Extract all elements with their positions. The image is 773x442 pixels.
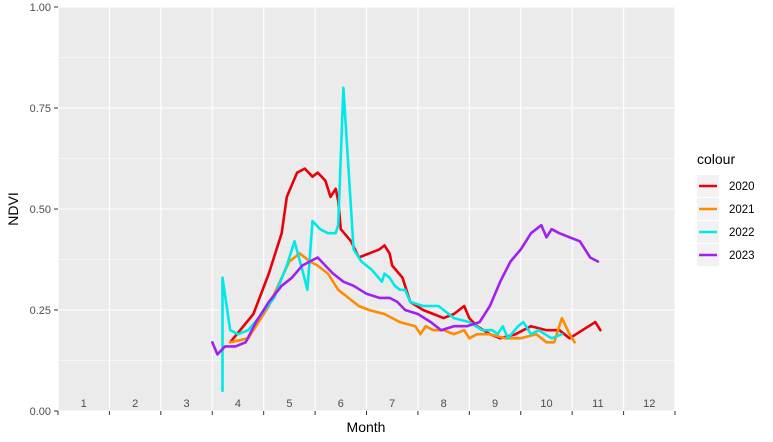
x-tick-label: 7 — [389, 398, 395, 410]
x-tick-label: 9 — [492, 398, 498, 410]
series-line-2023 — [211, 223, 600, 356]
series-line-2022 — [221, 86, 564, 393]
x-tick-label: 5 — [286, 398, 292, 410]
y-tick-label: 0.75 — [30, 103, 51, 115]
series-line-2021 — [228, 252, 576, 344]
major-gridlines — [57, 6, 676, 412]
y-axis: 0.00 0.25 0.50 0.75 1.00 — [30, 2, 58, 418]
series-line-2020 — [228, 167, 602, 344]
y-tick-label: 1.00 — [30, 2, 51, 14]
x-tick-label: 6 — [338, 398, 344, 410]
legend-title: colour — [697, 151, 735, 167]
y-tick-label: 0.50 — [30, 204, 51, 216]
x-tick-label: 2 — [132, 398, 138, 410]
legend: colour 2020 2021 2022 2023 — [697, 151, 755, 266]
legend-label-2020: 2020 — [729, 181, 755, 193]
legend-label-2023: 2023 — [729, 250, 755, 262]
x-tick-label: 8 — [441, 398, 447, 410]
y-tick-label: 0.00 — [30, 406, 51, 418]
legend-label-2021: 2021 — [729, 204, 755, 216]
x-tick-label: 10 — [540, 398, 552, 410]
legend-items: 2020 2021 2022 2023 — [697, 175, 755, 266]
y-tick-label: 0.25 — [30, 305, 51, 317]
legend-label-2022: 2022 — [729, 227, 755, 239]
x-axis: 1 2 3 4 5 6 7 8 9 10 11 12 — [57, 398, 676, 415]
series-lines — [211, 86, 602, 393]
x-tick-label: 4 — [235, 398, 241, 410]
x-tick-label: 3 — [183, 398, 189, 410]
x-tick-label: 11 — [592, 398, 603, 410]
x-tick-label: 1 — [81, 398, 87, 410]
x-axis-title: Month — [347, 419, 386, 435]
y-axis-title: NDVI — [5, 192, 21, 225]
x-tick-label: 12 — [643, 398, 655, 410]
